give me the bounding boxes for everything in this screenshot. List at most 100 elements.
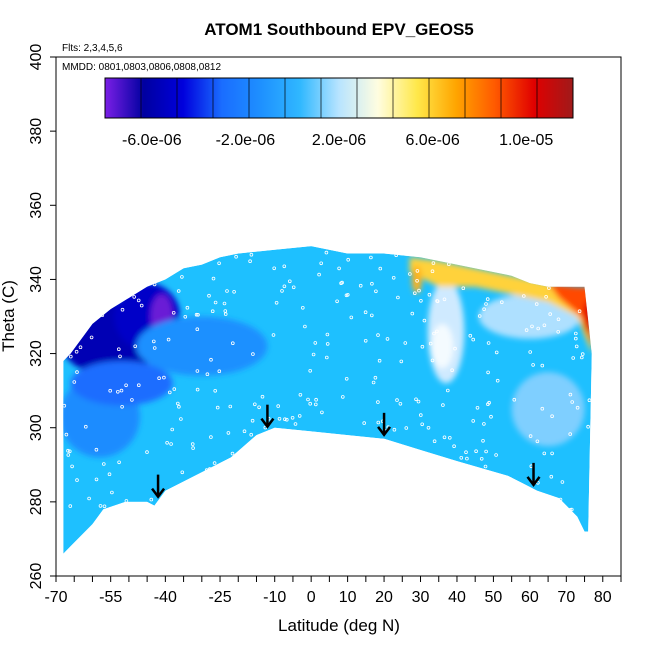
obs-point <box>282 284 287 289</box>
obs-point <box>528 495 533 500</box>
obs-point <box>489 414 493 419</box>
obs-point <box>249 432 254 437</box>
obs-point <box>179 536 184 541</box>
obs-point <box>207 293 211 298</box>
obs-point <box>180 470 185 475</box>
obs-point <box>465 477 470 482</box>
obs-point <box>251 444 255 448</box>
obs-point <box>358 283 363 288</box>
obs-point <box>395 398 399 402</box>
obs-point <box>435 477 440 482</box>
obs-point <box>75 294 79 299</box>
x-tick-label: -25 <box>208 589 231 606</box>
obs-point <box>362 510 367 515</box>
y-tick-label: 340 <box>28 266 45 293</box>
obs-point <box>308 401 313 406</box>
obs-point <box>420 422 425 427</box>
obs-point <box>171 310 176 315</box>
obs-point <box>217 261 221 266</box>
obs-point <box>528 434 533 438</box>
obs-point <box>524 328 529 332</box>
obs-point <box>125 507 130 512</box>
obs-point <box>177 404 181 409</box>
x-tick-label: -55 <box>99 589 122 606</box>
obs-point <box>335 299 339 304</box>
obs-point <box>404 426 409 430</box>
obs-point <box>435 299 440 304</box>
obs-point <box>392 427 397 432</box>
hot-band <box>548 283 592 347</box>
obs-point <box>277 416 282 421</box>
central-mid <box>136 316 268 376</box>
x-tick-label: 30 <box>412 589 430 606</box>
obs-point <box>271 333 276 337</box>
obs-point <box>550 414 554 419</box>
obs-point <box>303 324 307 329</box>
obs-point <box>586 424 590 429</box>
obs-point <box>420 526 424 531</box>
obs-point <box>298 392 303 397</box>
obs-point <box>68 449 72 454</box>
obs-point <box>398 401 403 406</box>
x-axis: -70 -55 -40 -25 -10 0 10 20 30 40 50 60 70 80 <box>44 576 622 606</box>
obs-point <box>471 337 476 342</box>
x-tick-label: 10 <box>339 589 357 606</box>
obs-point <box>92 283 96 288</box>
obs-point <box>431 511 436 516</box>
obs-point <box>471 419 476 423</box>
obs-point <box>195 327 200 332</box>
obs-point <box>70 464 74 469</box>
obs-point <box>399 359 404 364</box>
obs-point <box>494 493 499 497</box>
obs-point <box>290 415 295 420</box>
obs-point <box>314 397 318 402</box>
y-tick-label: 380 <box>28 118 45 145</box>
obs-point <box>94 447 99 452</box>
obs-point <box>536 326 540 331</box>
obs-point <box>403 341 408 345</box>
obs-point <box>577 309 582 314</box>
obs-point <box>584 257 588 262</box>
obs-point <box>210 309 215 314</box>
obs-point <box>217 369 222 374</box>
x-tick-label: 20 <box>375 589 393 606</box>
obs-point <box>251 352 255 356</box>
obs-point <box>195 387 200 392</box>
obs-point <box>479 456 484 461</box>
obs-point <box>165 440 169 445</box>
obs-point <box>345 292 350 297</box>
obs-point <box>418 413 423 417</box>
obs-point <box>300 305 305 310</box>
obs-point <box>230 451 235 456</box>
obs-point <box>87 496 91 501</box>
obs-point <box>288 537 293 542</box>
x-tick-label: 0 <box>307 589 316 606</box>
obs-point <box>98 504 103 508</box>
obs-point <box>180 275 184 279</box>
obs-point <box>481 487 485 492</box>
obs-point <box>414 397 418 402</box>
obs-point <box>415 504 420 509</box>
obs-point <box>430 358 435 363</box>
obs-point <box>110 490 114 495</box>
flights-label: Flts: 2,3,4,5,6 <box>62 43 123 54</box>
obs-point <box>464 450 468 455</box>
obs-point <box>185 305 190 310</box>
obs-point <box>378 467 383 472</box>
obs-point <box>574 344 579 349</box>
obs-point <box>223 542 228 547</box>
obs-point <box>311 352 316 357</box>
obs-point <box>542 272 547 277</box>
obs-point <box>540 406 545 411</box>
arrow-marker <box>377 412 392 437</box>
obs-point <box>325 332 330 337</box>
obs-point <box>459 477 464 482</box>
obs-point <box>353 536 358 541</box>
obs-point <box>152 346 157 350</box>
obs-point <box>447 435 452 440</box>
obs-point <box>195 369 200 373</box>
obs-point <box>478 505 483 509</box>
obs-point <box>84 424 88 429</box>
obs-point <box>568 432 572 436</box>
